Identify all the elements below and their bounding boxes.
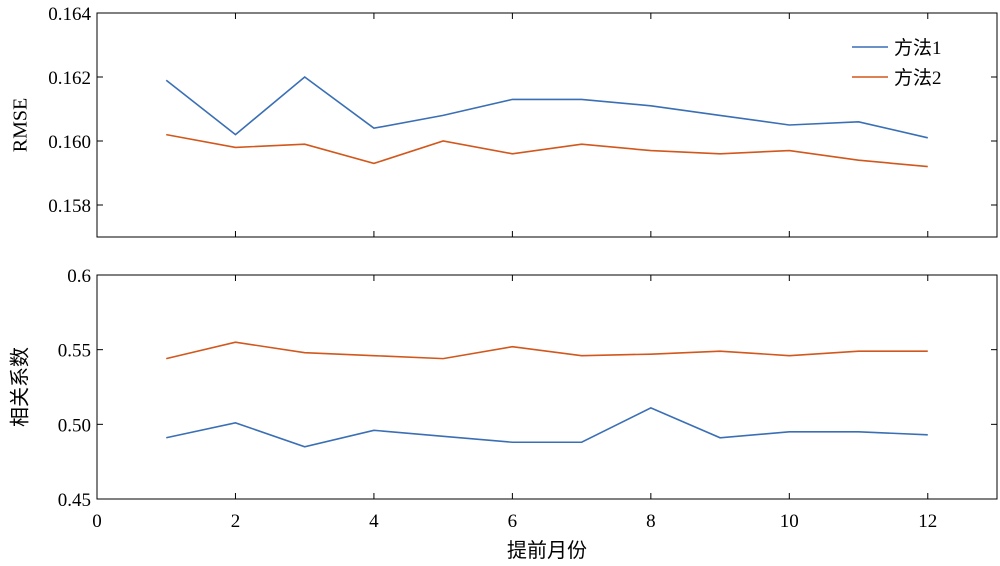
y-axis-label: RMSE: [10, 98, 32, 152]
x-axis-label: 提前月份: [507, 539, 587, 562]
x-tick-label: 12: [918, 511, 937, 532]
series-line-2: [166, 133, 928, 168]
rmse-panel: 0.158 0.160 0.162 0.164 RMSE 方法1 方法2: [10, 4, 998, 238]
y-axis-label: 相关系数: [9, 347, 32, 427]
series-line-1: [166, 407, 928, 448]
x-tick-label: 8: [646, 511, 656, 532]
y-tick-label: 0.55: [58, 341, 91, 362]
x-tick-label: 6: [508, 511, 518, 532]
y-tick-label: 0.50: [58, 415, 91, 436]
series-line-1: [165, 75, 928, 139]
x-tick-label: 10: [780, 511, 799, 532]
y-tick-label: 0.158: [48, 196, 91, 217]
x-tick-label: 4: [369, 511, 379, 532]
y-tick-label: 0.164: [48, 4, 91, 25]
series-line-2: [166, 341, 928, 360]
x-tick-label: 2: [231, 511, 241, 532]
plot-frame: [96, 274, 998, 500]
y-tick-label: 0.162: [48, 68, 91, 89]
plot-frame: [96, 12, 998, 238]
y-tick-label: 0.160: [48, 132, 91, 153]
legend-label: 方法2: [894, 67, 942, 89]
y-tick-label: 0.45: [58, 490, 91, 511]
x-tick-label: 0: [92, 511, 102, 532]
legend-label: 方法1: [894, 37, 942, 59]
y-tick-label: 0.6: [67, 266, 91, 287]
